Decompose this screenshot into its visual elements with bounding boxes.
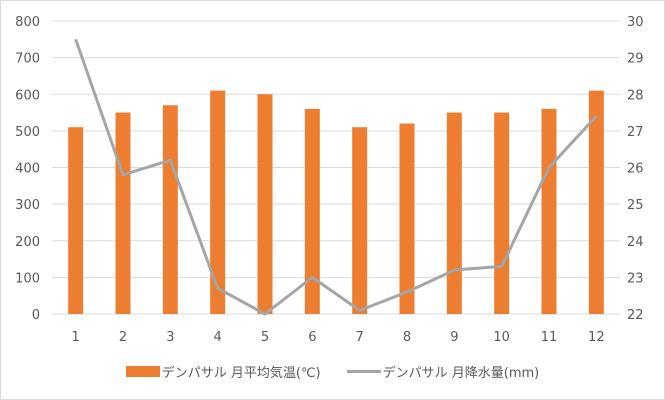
bar-series-temperature xyxy=(68,90,604,315)
left-tick-label: 800 xyxy=(15,15,40,30)
legend-label-rainfall: デンパサル 月降水量(mm) xyxy=(382,366,540,381)
gridlines xyxy=(52,20,620,315)
legend-bar-swatch xyxy=(125,366,160,377)
left-tick-label: 300 xyxy=(15,198,40,213)
left-tick-label: 400 xyxy=(15,162,40,177)
x-tick-label: 1 xyxy=(72,330,80,345)
x-tick-label: 12 xyxy=(588,330,605,345)
right-tick-label: 22 xyxy=(627,308,644,323)
bar xyxy=(304,108,320,315)
bar xyxy=(541,108,557,315)
right-tick-label: 29 xyxy=(627,52,644,67)
x-tick-label: 9 xyxy=(450,330,458,345)
x-tick-label: 8 xyxy=(403,330,411,345)
left-tick-label: 700 xyxy=(15,52,40,67)
x-tick-label: 10 xyxy=(493,330,510,345)
x-tick-label: 3 xyxy=(166,330,174,345)
left-tick-label: 100 xyxy=(15,271,40,286)
right-tick-label: 27 xyxy=(627,125,644,140)
right-axis-ticks: 22 23 24 25 26 27 28 29 30 xyxy=(627,15,644,323)
bar xyxy=(162,105,178,314)
bar xyxy=(494,112,510,314)
chart-legend: デンパサル 月平均気温(℃) デンパサル 月降水量(mm) xyxy=(0,362,665,381)
legend-item-rainfall: デンパサル 月降水量(mm) xyxy=(346,362,540,381)
bar xyxy=(399,123,415,314)
x-tick-label: 7 xyxy=(356,330,364,345)
bar xyxy=(257,94,273,314)
bar xyxy=(352,127,368,315)
bar xyxy=(588,90,604,315)
left-tick-label: 500 xyxy=(15,125,40,140)
x-tick-label: 2 xyxy=(119,330,127,345)
legend-line-swatch xyxy=(346,370,381,373)
right-tick-label: 24 xyxy=(627,235,644,250)
left-axis-ticks: 0 100 200 300 400 500 600 700 800 xyxy=(15,15,40,323)
x-tick-label: 4 xyxy=(214,330,222,345)
left-tick-label: 600 xyxy=(15,88,40,103)
bar xyxy=(68,127,84,315)
right-tick-label: 25 xyxy=(627,198,644,213)
legend-label-temperature: デンパサル 月平均気温(℃) xyxy=(161,366,321,381)
bar xyxy=(210,90,226,315)
right-tick-label: 23 xyxy=(627,271,644,286)
x-axis-ticks: 1 2 3 4 5 6 7 8 9 10 11 12 xyxy=(72,330,605,345)
right-tick-label: 30 xyxy=(627,15,644,30)
left-tick-label: 0 xyxy=(32,308,40,323)
bar xyxy=(115,112,131,314)
left-tick-label: 200 xyxy=(15,235,40,250)
bar xyxy=(446,112,462,314)
legend-item-temperature: デンパサル 月平均気温(℃) xyxy=(125,362,321,381)
right-tick-label: 26 xyxy=(627,162,644,177)
x-tick-label: 11 xyxy=(541,330,558,345)
x-tick-label: 5 xyxy=(261,330,269,345)
right-tick-label: 28 xyxy=(627,88,644,103)
x-tick-label: 6 xyxy=(308,330,316,345)
line-series-rainfall xyxy=(74,38,598,316)
